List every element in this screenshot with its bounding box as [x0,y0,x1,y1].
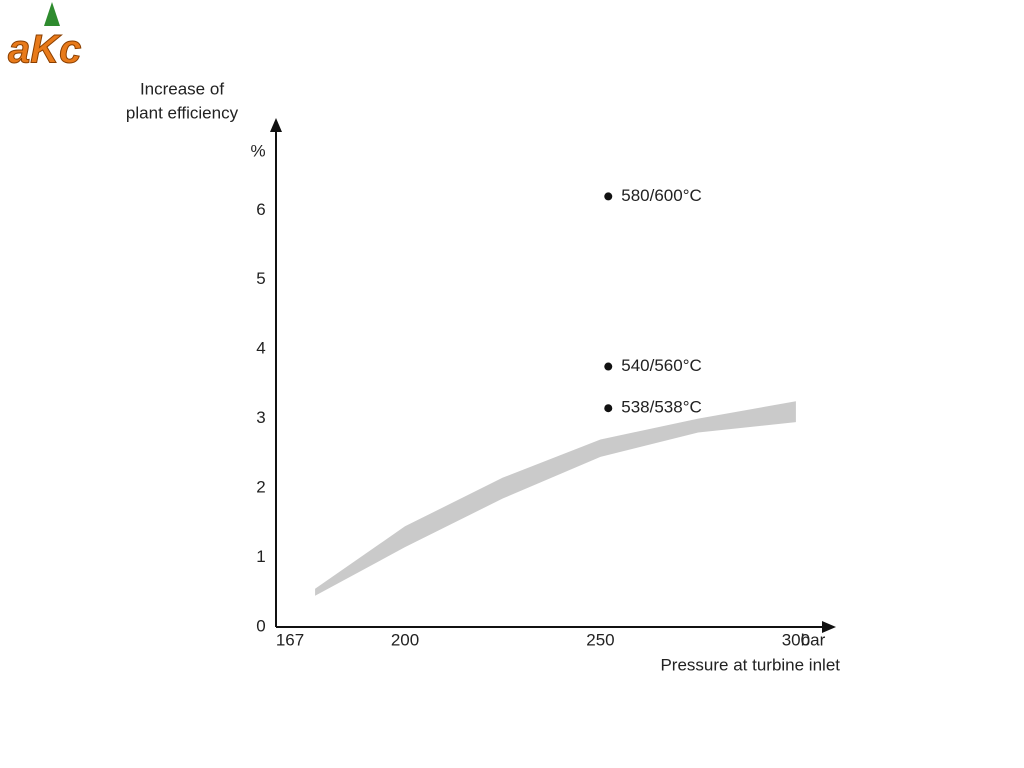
y-tick-label: 6 [256,200,265,219]
y-axis-arrow [270,118,282,132]
x-tick-label: 250 [586,630,614,649]
y-axis-label: plant efficiency [126,103,239,122]
x-tick-label: 167 [276,630,304,649]
point-label: 540/560°C [621,356,702,375]
efficiency-band [315,401,796,596]
data-point [604,192,613,201]
logo-tree [44,2,60,26]
y-tick-label: 0 [256,616,265,635]
x-tick-label: 300 [782,630,810,649]
logo: aKc [8,2,82,72]
logo-text: aKc [8,28,81,72]
y-axis-label: Increase of [140,79,224,98]
y-unit: % [250,141,265,160]
y-tick-label: 3 [256,408,265,427]
point-label: 538/538°C [621,398,702,417]
data-point [604,362,613,371]
x-axis-arrow [822,621,836,633]
point-label: 580/600°C [621,186,702,205]
x-tick-label: 200 [391,630,419,649]
y-tick-label: 2 [256,478,265,497]
y-tick-label: 1 [256,547,265,566]
x-axis-label: Pressure at turbine inlet [660,655,840,674]
data-point [604,404,613,413]
y-tick-label: 5 [256,269,265,288]
x-unit: bar [801,630,826,649]
y-tick-label: 4 [256,339,265,358]
